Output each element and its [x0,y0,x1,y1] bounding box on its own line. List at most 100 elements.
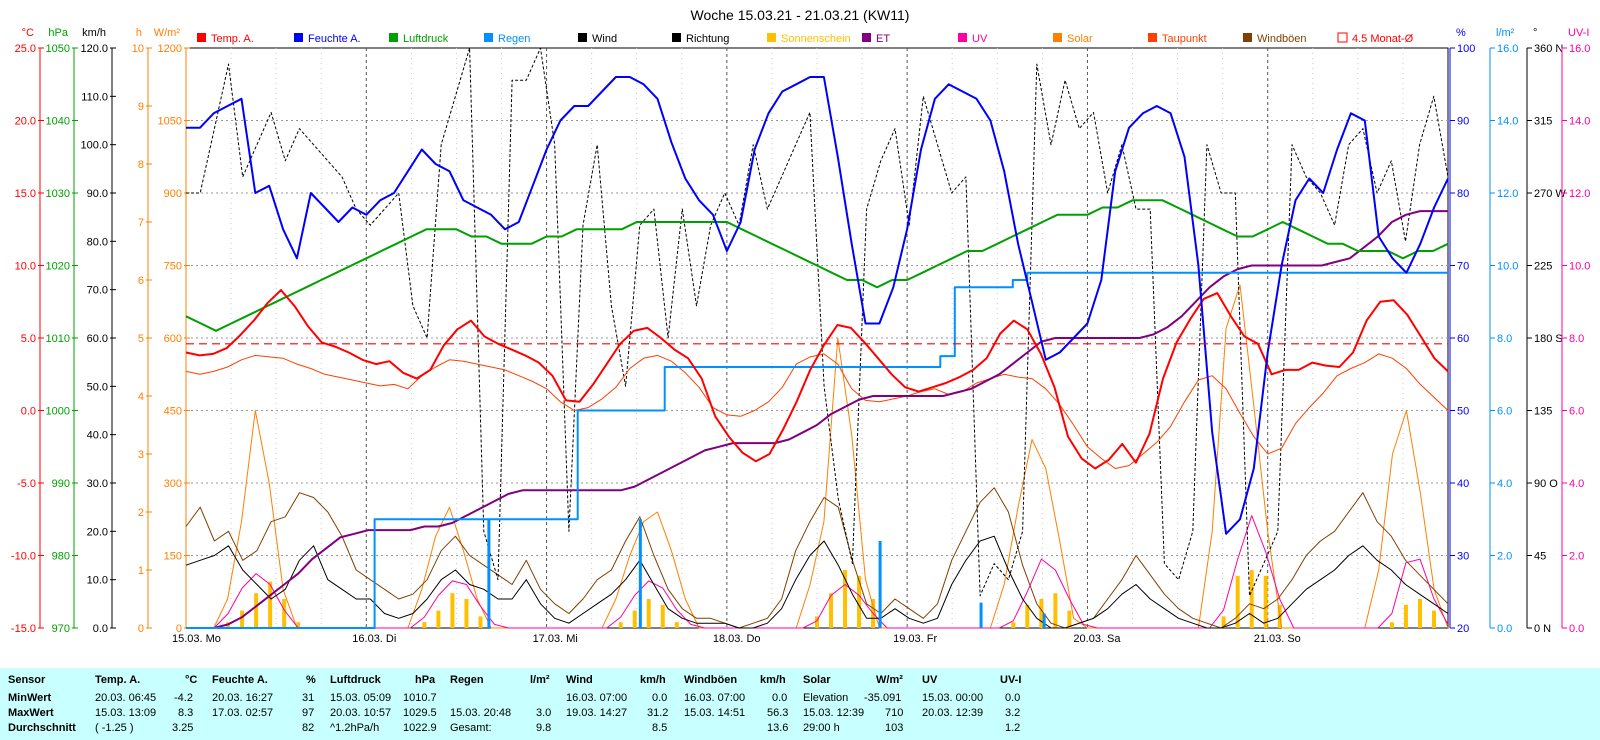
legend-swatch [389,33,398,42]
legend-swatch [484,33,493,42]
axis-tick-label-left: 150 [164,551,182,563]
uv-max-value: 3.2 [1005,707,1021,719]
axis-tick-label-left: 50.0 [87,381,108,393]
axis-tick-label-right: 90 O [1534,478,1558,490]
series-line-taupunkt [185,353,1449,469]
axis-tick-label-right: 70 [1457,261,1469,273]
uv-avg-value: 1.2 [1005,722,1021,734]
sunshine-bar [240,610,245,628]
axis-tick-label-left: 90.0 [87,188,108,200]
axis-tick-label-left: 120.0 [80,43,108,55]
sunshine-bar [1417,599,1422,628]
axis-tick-label-left: 10 [132,43,144,55]
sunshine-bar [646,599,651,628]
sunshine-bar [296,622,301,628]
axis-tick-label-left: 1 [138,565,144,577]
series-line-richtung [186,47,1449,597]
axis-tick-label-left: 20.0 [87,526,108,538]
legend-swatch [197,33,206,42]
solar-max-time: 15.03. 12:39 [803,707,865,719]
series-line-feuchte-a- [186,76,1449,535]
gust-avg-value: 13.6 [767,722,789,734]
axis-tick-label-right: 40 [1457,478,1469,490]
axis-tick-label-right: 4.0 [1569,478,1584,490]
stats-row-min-label: MinWert [8,692,52,704]
temp-avg-note: ( -1.25 ) [95,722,134,734]
legend-label: ET [876,33,890,45]
axis-tick-label-right: 80 [1457,188,1469,200]
solar-max-value: 710 [885,707,904,719]
weather-chart: Woche 15.03.21 - 21.03.21 (KW11) Temp. A.… [11,7,1591,645]
axis-tick-label-right: 0.0 [1497,623,1512,635]
axis-tick-label-right: 0.0 [1569,623,1584,635]
legend-label: Regen [498,33,530,45]
axis-tick-label-right: 360 N [1534,43,1563,55]
sunshine-bar [1235,575,1240,628]
legend-swatch [1053,33,1062,42]
axis-unit-left: W/m² [154,27,181,39]
legend-swatch [672,33,681,42]
axis-tick-label-right: 2.0 [1569,551,1584,563]
temp-max-time: 15.03. 13:09 [95,707,157,719]
sunshine-bar [422,622,427,628]
stats-header-gust: Windböen [684,674,738,686]
solar-duration: 29:00 h [803,722,840,734]
axis-tick-label-right: 12.0 [1497,188,1518,200]
axis-unit-right: l/m² [1496,27,1515,39]
sunshine-bar [618,622,623,628]
legend-label: Temp. A. [211,33,254,45]
rain-bar [638,519,642,628]
axis-tick-label-left: 3 [138,449,144,461]
axis-tick-label-left: 1030 [46,188,70,200]
x-tick-label: 21.03. So [1254,633,1301,645]
axis-unit-right: UV-I [1568,27,1589,39]
legend-swatch [1243,33,1252,42]
axis-tick-label-right: 180 S [1534,333,1563,345]
gust-max-time: 15.03. 14:51 [684,707,746,719]
hum-max-time: 17.03. 02:57 [212,707,274,719]
axis-tick-label-left: 980 [52,551,70,563]
axis-tick-label-right: 6.0 [1497,406,1512,418]
x-tick-label: 19.03. Fr [893,633,937,645]
wind-avg-value: 8.5 [652,722,668,734]
axis-tick-label-left: 30.0 [87,478,108,490]
axis-tick-label-left: 1010 [46,333,70,345]
solar-avg-value: 103 [885,722,904,734]
axis-unit-right: % [1456,27,1466,39]
series-line-windb-en [185,487,1449,629]
legend-swatch [767,33,776,42]
stats-header-gust-unit: km/h [760,674,786,686]
axis-unit-left: h [136,27,142,39]
uv-max-time: 20.03. 12:39 [922,707,984,719]
axis-tick-label-left: 0 [176,623,182,635]
stats-header-hum: Feuchte A. [212,674,268,686]
legend-swatch [1337,32,1348,43]
series-line-regen [186,271,1448,629]
axis-tick-label-left: 60.0 [87,333,108,345]
axis-tick-label-right: 270 W [1534,188,1566,200]
axis-tick-label-right: 50 [1457,406,1469,418]
gust-max-value: 56.3 [767,707,789,719]
axis-unit-left: km/h [82,27,106,39]
stats-header-rain: Regen [450,674,484,686]
axis-tick-label-right: 45 [1534,551,1546,563]
press-avg-value: 1022.9 [403,722,437,734]
sunshine-bar [1263,575,1268,628]
gust-min-time: 16.03. 07:00 [684,692,746,704]
stats-header-wind: Wind [566,674,593,686]
axis-tick-label-right: 10.0 [1569,261,1590,273]
legend-label: Richtung [686,33,729,45]
stats-header-wind-unit: km/h [640,674,666,686]
axis-tick-label-left: 1050 [46,43,70,55]
gust-min-value: 0.0 [772,692,788,704]
axis-tick-label-left: 6 [138,275,144,287]
rain-bar [878,541,882,628]
axis-tick-label-left: 1050 [158,116,182,128]
axis-tick-label-left: 7 [138,217,144,229]
axis-tick-label-left: 80.0 [87,236,108,248]
rain-bar [1042,613,1046,628]
stats-header-rain-unit: l/m² [530,674,550,686]
wind-max-time: 19.03. 14:27 [566,707,628,719]
axis-tick-label-left: 0.0 [21,406,36,418]
axis-tick-label-left: 10.0 [15,261,36,273]
